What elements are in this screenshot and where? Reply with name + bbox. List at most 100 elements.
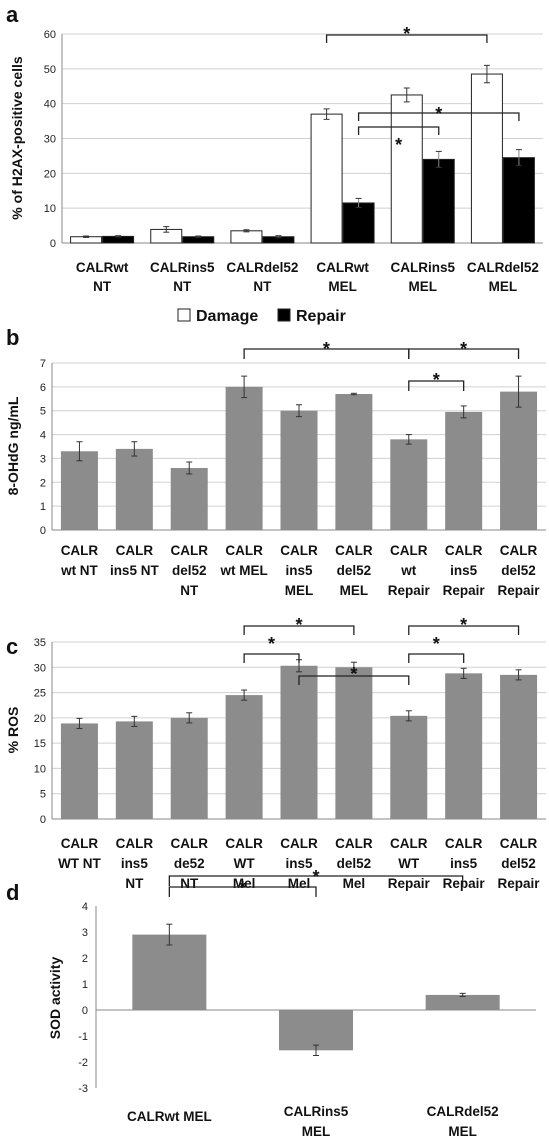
significance-bracket <box>408 653 465 663</box>
category-label: NT <box>173 279 192 294</box>
category-label: MEL <box>448 1124 477 1139</box>
significance-bracket <box>357 126 440 135</box>
bar-repair <box>422 158 455 244</box>
bar <box>390 439 428 530</box>
category-label: CALR <box>390 543 428 558</box>
bar <box>115 721 153 819</box>
category-label: del52 <box>501 856 536 871</box>
category-label: CALR <box>225 543 263 558</box>
category-label: ins5 NT <box>110 563 160 578</box>
y-axis-label: 8-OHdG ng/mL <box>5 396 21 495</box>
category-label: CALRdel52 <box>226 260 298 275</box>
y-tick-label: 2 <box>82 953 88 965</box>
category-label: CALRwt <box>76 260 129 275</box>
category-label: CALR <box>225 836 263 851</box>
category-label: CALRdel52 <box>427 1104 499 1119</box>
bar <box>225 695 263 819</box>
y-tick-label: 2 <box>40 477 46 489</box>
bar-damage <box>390 94 423 244</box>
category-label: Repair <box>498 583 541 598</box>
y-tick-label: 40 <box>44 99 56 111</box>
bar-repair <box>502 157 535 244</box>
category-label: CALR <box>280 543 318 558</box>
category-label: NT <box>180 876 199 891</box>
category-label: CALRdel52 <box>467 260 539 275</box>
bar <box>279 1010 353 1051</box>
category-label: wt MEL <box>219 563 267 578</box>
y-axis-label: SOD activity <box>47 957 63 1040</box>
y-tick-label: 1 <box>40 501 46 513</box>
significance-star: * <box>239 878 246 898</box>
y-tick-label: -2 <box>78 1057 88 1069</box>
category-label: CALR <box>445 836 483 851</box>
y-axis-label: % of H2AX-positive cells <box>9 56 25 220</box>
category-label: Repair <box>443 876 486 891</box>
category-label: CALR <box>335 836 373 851</box>
category-label: CALR <box>335 543 373 558</box>
bar <box>60 451 98 530</box>
y-tick-label: 10 <box>34 763 46 775</box>
category-label: NT <box>180 583 199 598</box>
category-label: WT NT <box>58 856 101 871</box>
bar <box>60 723 98 819</box>
significance-star: * <box>435 104 442 124</box>
bar <box>335 667 373 819</box>
bar <box>132 934 207 1010</box>
category-label: CALR <box>170 836 208 851</box>
category-label: de52 <box>174 856 205 871</box>
significance-bracket <box>243 625 355 635</box>
y-tick-label: 30 <box>44 134 56 146</box>
y-tick-label: 0 <box>40 525 46 537</box>
category-label: CALRins5 <box>150 260 215 275</box>
y-tick-label: 7 <box>40 358 46 370</box>
chart-panel-a: a 0 10 20 30 40 50 60 % of H2AX-positive cells CA… <box>6 2 543 325</box>
significance-star: * <box>395 135 402 155</box>
category-label: CALR <box>445 543 483 558</box>
y-tick-label: 3 <box>40 453 46 465</box>
legend-label: Damage <box>196 308 258 325</box>
category-label: WT <box>234 856 256 871</box>
category-label: CALR <box>116 836 154 851</box>
category-label: del52 <box>501 563 536 578</box>
significance-bracket <box>408 625 520 635</box>
y-tick-label: 5 <box>40 789 46 801</box>
category-label: del52 <box>172 563 207 578</box>
category-label: Repair <box>388 583 431 598</box>
significance-star: * <box>433 370 440 390</box>
legend-label: Repair <box>296 308 346 325</box>
bar <box>115 448 153 530</box>
category-label: Mel <box>343 876 366 891</box>
bar-damage <box>230 230 263 244</box>
bar <box>170 717 208 819</box>
significance-bracket <box>243 653 300 663</box>
bar-damage <box>310 113 343 244</box>
y-tick-label: 20 <box>44 168 56 180</box>
significance-star: * <box>460 615 467 635</box>
y-tick-label: 50 <box>44 64 56 76</box>
category-label: ins5 <box>285 563 313 578</box>
legend-swatch <box>277 308 291 322</box>
category-label: Repair <box>388 876 431 891</box>
y-tick-label: 0 <box>50 238 56 250</box>
significance-bracket <box>168 886 317 897</box>
category-label: CALR <box>500 836 538 851</box>
category-label: CALR <box>170 543 208 558</box>
y-tick-label: 25 <box>34 688 46 700</box>
y-tick-label: 0 <box>40 814 46 826</box>
y-tick-label: -1 <box>78 1031 88 1043</box>
category-label: del52 <box>337 563 372 578</box>
category-label: MEL <box>489 279 518 294</box>
bar <box>445 411 483 530</box>
category-label: NT <box>93 279 112 294</box>
category-label: CALRins5 <box>390 260 455 275</box>
bar <box>500 391 538 530</box>
bar-repair <box>342 202 375 244</box>
category-label: del52 <box>337 856 372 871</box>
category-label: wt NT <box>60 563 98 578</box>
y-tick-label: 5 <box>40 406 46 418</box>
chart-panel-b: b 0 1 2 3 4 5 6 7 8-OHdG ng/mL CALR wt NT CALR ins5 N… <box>5 325 546 598</box>
significance-star: * <box>268 634 275 654</box>
y-tick-label: 20 <box>34 713 46 725</box>
bar <box>170 467 208 530</box>
